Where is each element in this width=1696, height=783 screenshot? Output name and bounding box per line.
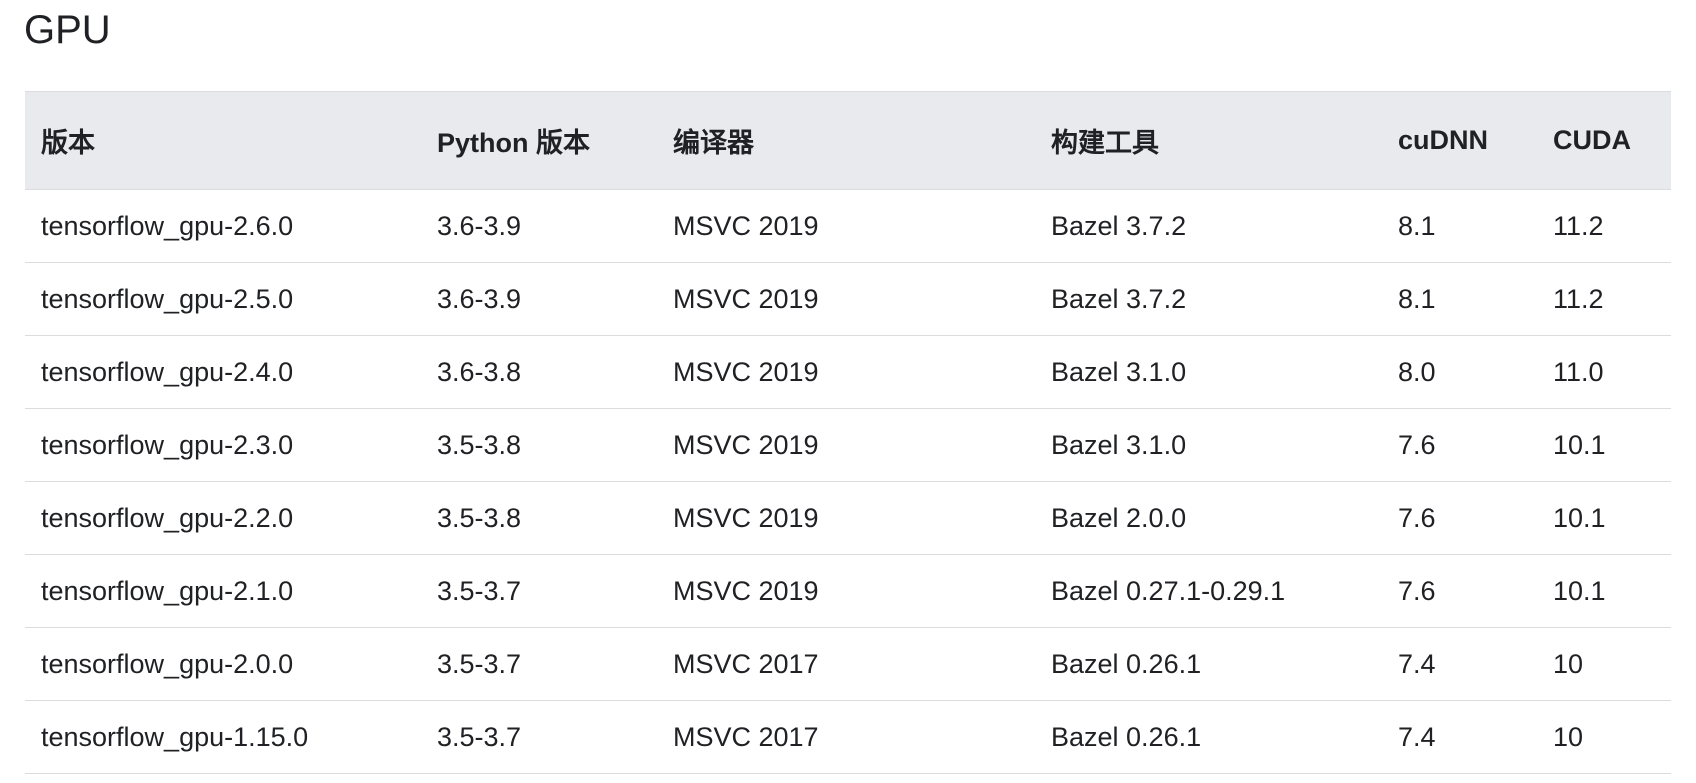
cell-python-version: 3.5-3.7 <box>437 721 522 752</box>
table-row: tensorflow_gpu-2.2.0 3.5-3.8 MSVC 2019 B… <box>25 482 1671 555</box>
cell-cudnn: 8.1 <box>1398 283 1436 314</box>
cell-version: tensorflow_gpu-2.0.0 <box>41 648 294 679</box>
cell-cudnn: 7.6 <box>1398 429 1436 460</box>
cell-compiler: MSVC 2019 <box>673 429 819 460</box>
header-cudnn: cuDNN <box>1398 125 1489 155</box>
page-title: GPU <box>24 8 111 52</box>
table-header: 版本 Python 版本 编译器 构建工具 cuDNN CUDA <box>25 91 1671 190</box>
cell-python-version: 3.5-3.7 <box>437 575 522 606</box>
cell-compiler: MSVC 2019 <box>673 356 819 387</box>
cell-cudnn: 8.0 <box>1398 356 1436 387</box>
cell-cuda: 10.1 <box>1553 502 1606 533</box>
header-cuda: CUDA <box>1553 125 1631 155</box>
cell-cuda: 11.2 <box>1553 283 1604 314</box>
table-row: tensorflow_gpu-2.1.0 3.5-3.7 MSVC 2019 B… <box>25 555 1671 628</box>
header-version: 版本 <box>41 128 95 158</box>
cell-version: tensorflow_gpu-2.5.0 <box>41 283 294 314</box>
cell-build-tool: Bazel 3.1.0 <box>1051 429 1187 460</box>
cell-build-tool: Bazel 0.26.1 <box>1051 721 1202 752</box>
table-row: tensorflow_gpu-1.15.0 3.5-3.7 MSVC 2017 … <box>25 701 1671 774</box>
cell-python-version: 3.6-3.9 <box>437 210 522 241</box>
cell-cudnn: 8.1 <box>1398 210 1436 241</box>
cell-build-tool: Bazel 3.7.2 <box>1051 210 1187 241</box>
table-row: tensorflow_gpu-2.3.0 3.5-3.8 MSVC 2019 B… <box>25 409 1671 482</box>
cell-cuda: 11.0 <box>1553 356 1604 387</box>
cell-version: tensorflow_gpu-2.2.0 <box>41 502 294 533</box>
table-row: tensorflow_gpu-2.4.0 3.6-3.8 MSVC 2019 B… <box>25 336 1671 409</box>
cell-build-tool: Bazel 3.7.2 <box>1051 283 1187 314</box>
cell-cudnn: 7.6 <box>1398 575 1436 606</box>
table-body: tensorflow_gpu-2.6.0 3.6-3.9 MSVC 2019 B… <box>25 190 1671 774</box>
cell-version: tensorflow_gpu-2.6.0 <box>41 210 294 241</box>
cell-cudnn: 7.4 <box>1398 721 1436 752</box>
cell-cuda: 10.1 <box>1553 575 1606 606</box>
cell-compiler: MSVC 2017 <box>673 721 819 752</box>
cell-compiler: MSVC 2017 <box>673 648 819 679</box>
cell-build-tool: Bazel 2.0.0 <box>1051 502 1187 533</box>
table-row: tensorflow_gpu-2.6.0 3.6-3.9 MSVC 2019 B… <box>25 190 1671 263</box>
cell-python-version: 3.5-3.8 <box>437 502 522 533</box>
cell-cudnn: 7.4 <box>1398 648 1436 679</box>
gpu-build-table: 版本 Python 版本 编译器 构建工具 cuDNN CUDA tensorf… <box>25 91 1671 774</box>
cell-version: tensorflow_gpu-2.3.0 <box>41 429 294 460</box>
table-row: tensorflow_gpu-2.0.0 3.5-3.7 MSVC 2017 B… <box>25 628 1671 701</box>
cell-cuda: 11.2 <box>1553 210 1604 241</box>
cell-python-version: 3.5-3.8 <box>437 429 522 460</box>
cell-build-tool: Bazel 0.26.1 <box>1051 648 1202 679</box>
cell-compiler: MSVC 2019 <box>673 575 819 606</box>
cell-python-version: 3.5-3.7 <box>437 648 522 679</box>
cell-version: tensorflow_gpu-2.4.0 <box>41 356 294 387</box>
cell-cuda: 10.1 <box>1553 429 1606 460</box>
header-compiler: 编译器 <box>673 128 754 158</box>
cell-compiler: MSVC 2019 <box>673 210 819 241</box>
header-python-version: Python 版本 <box>437 128 590 158</box>
cell-version: tensorflow_gpu-2.1.0 <box>41 575 294 606</box>
cell-cudnn: 7.6 <box>1398 502 1436 533</box>
header-build-tool: 构建工具 <box>1051 128 1159 158</box>
table-row: tensorflow_gpu-2.5.0 3.6-3.9 MSVC 2019 B… <box>25 263 1671 336</box>
cell-compiler: MSVC 2019 <box>673 502 819 533</box>
cell-build-tool: Bazel 3.1.0 <box>1051 356 1187 387</box>
cell-compiler: MSVC 2019 <box>673 283 819 314</box>
cell-cuda: 10 <box>1553 648 1584 679</box>
cell-cuda: 10 <box>1553 721 1584 752</box>
cell-python-version: 3.6-3.9 <box>437 283 522 314</box>
cell-python-version: 3.6-3.8 <box>437 356 522 387</box>
header-row: 版本 Python 版本 编译器 构建工具 cuDNN CUDA <box>25 91 1671 190</box>
cell-version: tensorflow_gpu-1.15.0 <box>41 721 309 752</box>
cell-build-tool: Bazel 0.27.1-0.29.1 <box>1051 575 1286 606</box>
